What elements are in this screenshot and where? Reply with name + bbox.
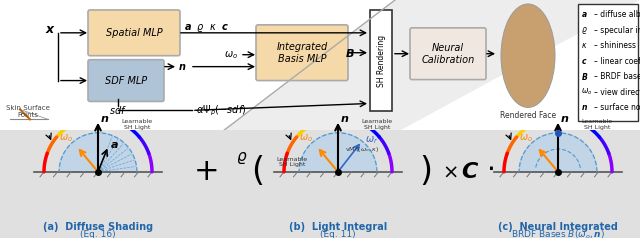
Text: (: ( [252,155,264,188]
Text: (Eq. 11): (Eq. 11) [320,230,356,238]
Text: (c)  Neural Integrated: (c) Neural Integrated [498,222,618,232]
FancyBboxPatch shape [256,25,348,81]
Text: ): ) [419,155,433,188]
FancyBboxPatch shape [88,60,164,101]
Text: – surface normal: – surface normal [594,103,640,112]
Text: $+$: $+$ [193,157,217,186]
FancyBboxPatch shape [578,4,638,121]
Text: $\varrho$: $\varrho$ [581,25,588,36]
Text: – shininess: – shininess [594,41,636,50]
Text: Skin Surface
Points: Skin Surface Points [6,105,50,118]
FancyBboxPatch shape [88,10,180,56]
Text: Learnable
SH Light: Learnable SH Light [122,119,152,129]
Text: $\alpha\Psi_\beta(-sdf)$: $\alpha\Psi_\beta(-sdf)$ [196,103,246,118]
Text: $\boldsymbol{B}$: $\boldsymbol{B}$ [581,71,588,82]
Text: $\boldsymbol{n}$: $\boldsymbol{n}$ [99,114,109,124]
Text: $\times$: $\times$ [442,162,458,181]
Text: $\cdot$: $\cdot$ [486,155,494,183]
Text: BRDF Bases $B(\omega_o, \boldsymbol{n})$: BRDF Bases $B(\omega_o, \boldsymbol{n})$ [511,229,605,238]
Text: $\varrho$: $\varrho$ [236,150,248,166]
Text: SDF MLP: SDF MLP [105,75,147,86]
Text: – diffuse albedo: – diffuse albedo [594,10,640,20]
Text: $\boldsymbol{n}$: $\boldsymbol{n}$ [581,103,588,112]
Text: $\mathrm{vMF}(\omega_o,\kappa)$: $\mathrm{vMF}(\omega_o,\kappa)$ [345,144,379,154]
Text: Learnable
SH Light: Learnable SH Light [362,119,392,129]
Text: $\kappa$: $\kappa$ [581,41,588,50]
Text: $\boldsymbol{c}$: $\boldsymbol{c}$ [581,57,588,66]
Text: Learnable
SH Light: Learnable SH Light [276,157,308,168]
Text: (a)  Diffuse Shading: (a) Diffuse Shading [43,222,153,232]
Text: – BRDF bases: – BRDF bases [594,72,640,81]
Text: – specular intensity: – specular intensity [594,26,640,35]
Text: $\boldsymbol{a}$: $\boldsymbol{a}$ [111,140,119,150]
FancyBboxPatch shape [370,10,392,111]
Text: $\omega_o$: $\omega_o$ [581,87,593,97]
Text: $\omega_o$: $\omega_o$ [300,132,314,144]
Text: (Eq. 16): (Eq. 16) [80,230,116,238]
Polygon shape [299,133,377,172]
Text: $\omega_o$: $\omega_o$ [224,49,238,61]
Polygon shape [519,133,597,172]
Polygon shape [59,133,137,172]
Text: Learnable
SH Light: Learnable SH Light [581,119,612,129]
Text: $\boldsymbol{n}$: $\boldsymbol{n}$ [339,114,349,124]
Text: (b)  Light Integral: (b) Light Integral [289,222,387,232]
Text: $\boldsymbol{x}$: $\boldsymbol{x}$ [45,23,56,36]
Text: $\boldsymbol{n}$: $\boldsymbol{n}$ [178,62,186,72]
FancyBboxPatch shape [410,28,486,79]
Polygon shape [220,0,640,133]
Text: SH Rendering: SH Rendering [376,35,385,87]
Text: Rendered Face: Rendered Face [500,111,556,120]
Text: $\boldsymbol{a}$: $\boldsymbol{a}$ [581,10,588,20]
Text: $sdf$: $sdf$ [109,104,127,116]
Text: $\boldsymbol{a}$  $\varrho$  $\kappa$  $\boldsymbol{c}$: $\boldsymbol{a}$ $\varrho$ $\kappa$ $\bo… [184,22,228,34]
Text: $\boldsymbol{n}$: $\boldsymbol{n}$ [559,114,569,124]
Text: $\omega_o$: $\omega_o$ [60,132,74,144]
Text: – view direction: – view direction [594,88,640,96]
Text: $\boldsymbol{B}$: $\boldsymbol{B}$ [345,47,355,59]
Text: Neural
Calibration: Neural Calibration [421,43,475,64]
Text: $\omega_o$: $\omega_o$ [520,132,533,144]
Text: $\boldsymbol{C}$: $\boldsymbol{C}$ [461,162,479,182]
Text: $\omega_r$: $\omega_r$ [365,134,378,146]
Text: Spatial MLP: Spatial MLP [106,28,163,38]
Text: – linear coefficients: – linear coefficients [594,57,640,66]
Text: Integrated
Basis MLP: Integrated Basis MLP [276,42,328,64]
Ellipse shape [501,4,555,107]
